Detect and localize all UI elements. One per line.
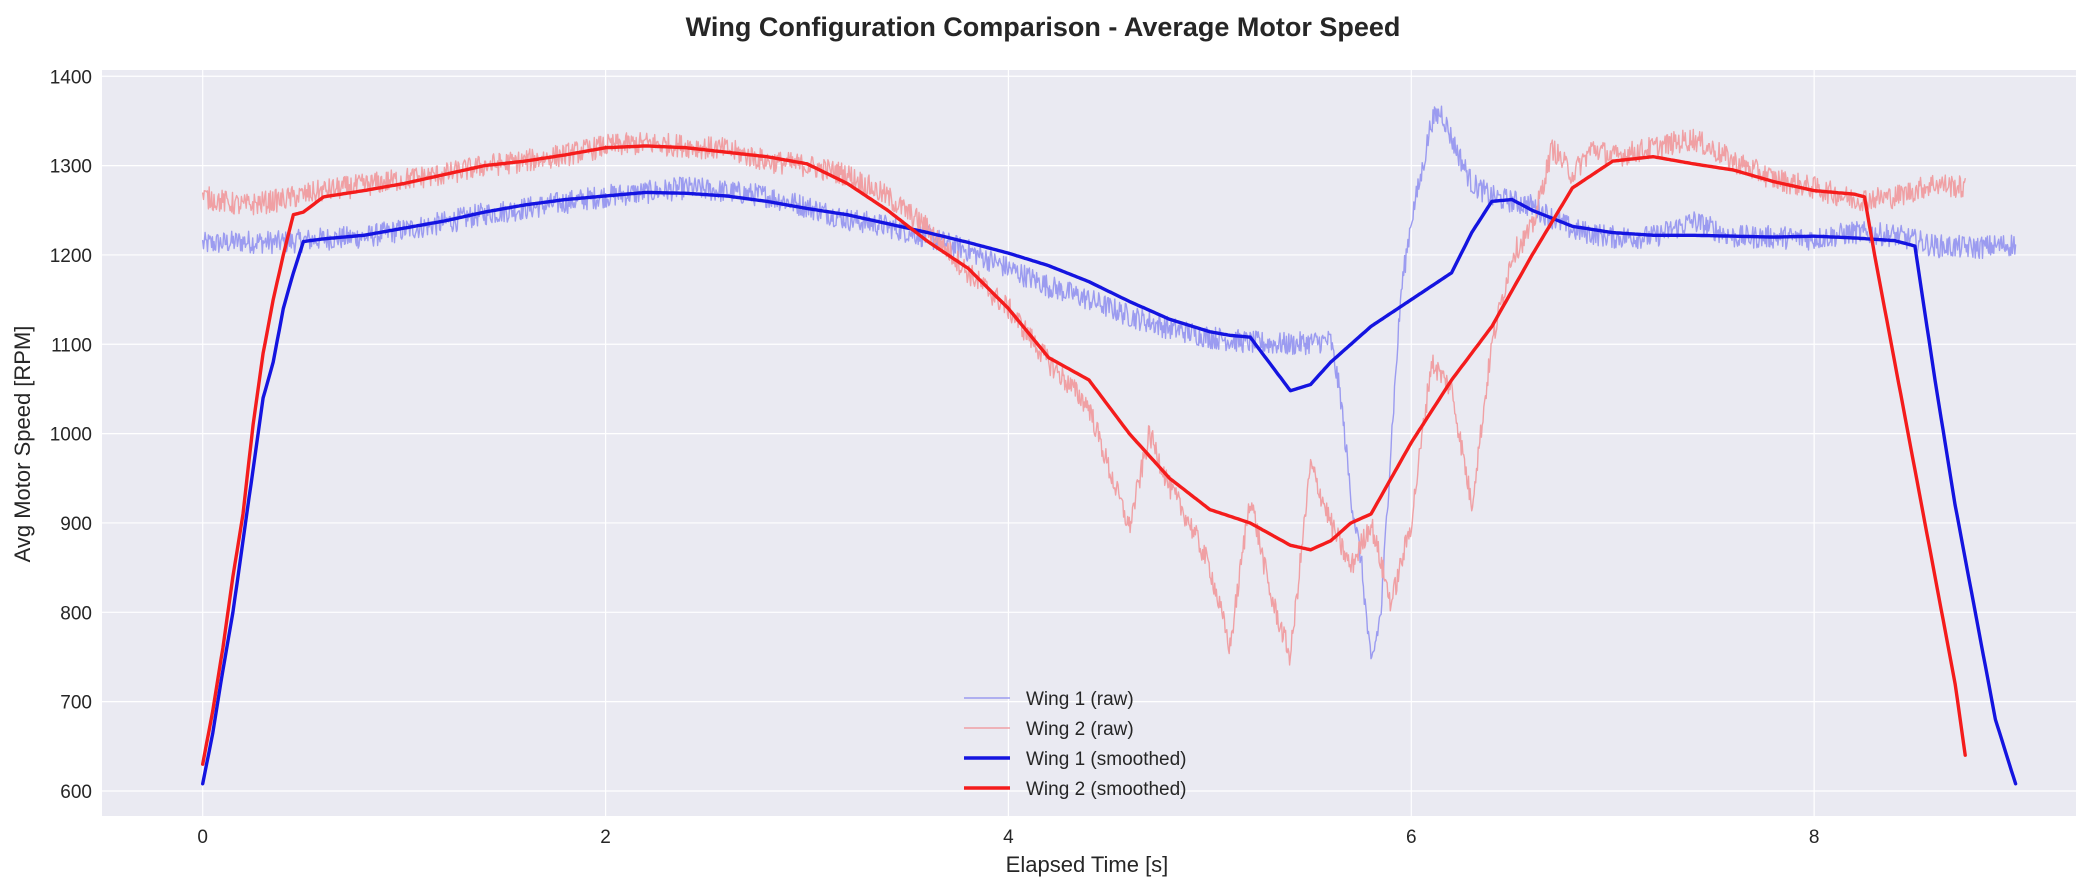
y-tick-label: 1200 <box>50 246 92 267</box>
plot-background <box>102 70 2076 816</box>
y-axis: 600 700 800 900 1000 1100 1200 1300 1400 <box>50 67 92 803</box>
legend-label: Wing 1 (raw) <box>1026 689 1134 710</box>
legend-label: Wing 1 (smoothed) <box>1026 749 1187 770</box>
grid <box>102 70 2076 816</box>
legend-label: Wing 2 (raw) <box>1026 719 1134 740</box>
y-tick-label: 700 <box>60 693 92 714</box>
x-tick-label: 0 <box>197 827 208 848</box>
x-tick-label: 2 <box>600 827 611 848</box>
y-tick-label: 900 <box>60 514 92 535</box>
series-wing-1-smoothed-line <box>201 190 2018 786</box>
y-tick-label: 800 <box>60 603 92 624</box>
series-wing-2-smoothed-line <box>201 144 1967 766</box>
chart-title: Wing Configuration Comparison - Average … <box>686 12 1401 42</box>
x-tick-label: 8 <box>1809 827 1820 848</box>
x-tick-label: 6 <box>1406 827 1417 848</box>
x-tick-label: 4 <box>1003 827 1014 848</box>
series-wing-2-raw-line <box>202 128 1966 666</box>
legend: Wing 1 (raw) Wing 2 (raw) Wing 1 (smoothed… <box>964 689 1187 800</box>
y-tick-label: 1100 <box>51 335 92 356</box>
y-tick-label: 1000 <box>50 425 92 446</box>
y-tick-label: 1300 <box>50 157 92 178</box>
y-axis-label: Avg Motor Speed [RPM] <box>10 326 35 563</box>
x-axis: 0 2 4 6 8 <box>197 827 1819 848</box>
x-axis-label: Elapsed Time [s] <box>1006 852 1169 877</box>
legend-label: Wing 2 (smoothed) <box>1026 779 1187 800</box>
y-tick-label: 1400 <box>50 67 92 88</box>
y-tick-label: 600 <box>60 782 92 803</box>
plot-area <box>102 70 2076 816</box>
series-layer <box>201 105 2018 786</box>
